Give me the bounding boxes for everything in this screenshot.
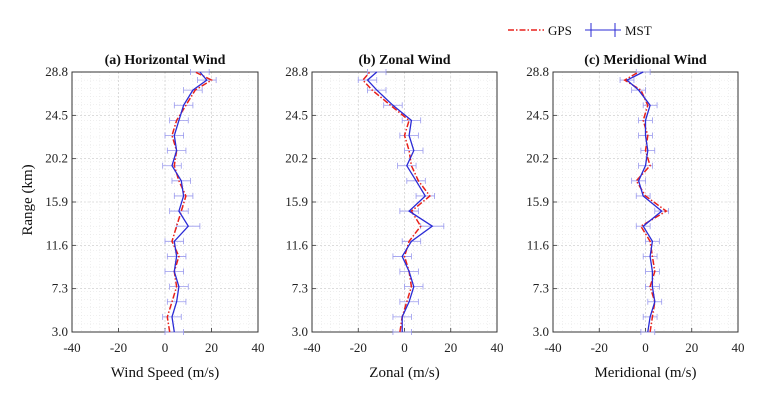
panel-1: 3.0 7.3 11.6 15.9 20.2 24.5 28.8 -40 -20 0 20 40 (a)…	[45, 53, 264, 381]
panel-title: (a) Horizontal Wind	[105, 53, 226, 68]
x-tick-label: 40	[252, 340, 265, 355]
legend-gps-label: GPS	[548, 23, 572, 38]
y-tick-label: 3.0	[292, 324, 308, 339]
panel-3: 3.0 7.3 11.6 15.9 20.2 24.5 28.8 -40 -20 0 20 40 (c)…	[526, 53, 744, 381]
y-tick-label: 24.5	[45, 107, 68, 122]
gps-series-line	[623, 71, 668, 333]
y-tick-label: 20.2	[526, 151, 549, 166]
legend: GPS MST	[508, 23, 652, 38]
x-axis-label: Zonal (m/s)	[369, 365, 439, 381]
y-tick-label: 3.0	[533, 324, 549, 339]
panel-2: 3.0 7.3 11.6 15.9 20.2 24.5 28.8 -40 -20 0 20 40 (b)…	[285, 53, 503, 381]
y-axis-label: Range (km)	[20, 164, 36, 235]
y-tick-label: 15.9	[285, 194, 308, 209]
x-tick-label: 0	[642, 340, 649, 355]
y-tick-label: 15.9	[45, 194, 68, 209]
x-tick-label: 40	[732, 340, 745, 355]
x-tick-label: -40	[303, 340, 320, 355]
x-tick-label: -20	[350, 340, 367, 355]
x-tick-label: 40	[491, 340, 504, 355]
x-tick-label: 20	[205, 340, 218, 355]
y-tick-label: 28.8	[285, 64, 308, 79]
panel-title: (c) Meridional Wind	[584, 53, 707, 68]
y-tick-label: 28.8	[45, 64, 68, 79]
y-tick-label: 20.2	[45, 151, 68, 166]
y-tick-label: 28.8	[526, 64, 549, 79]
x-axis-label: Wind Speed (m/s)	[111, 365, 220, 381]
gps-series-line	[166, 71, 214, 333]
y-tick-label: 20.2	[285, 151, 308, 166]
gps-series-line	[361, 71, 431, 333]
y-tick-label: 15.9	[526, 194, 549, 209]
y-tick-label: 3.0	[52, 324, 68, 339]
mst-series-line	[366, 71, 434, 332]
y-tick-label: 24.5	[285, 107, 308, 122]
y-tick-label: 11.6	[527, 237, 550, 252]
x-tick-label: -20	[110, 340, 127, 355]
panel-title: (b) Zonal Wind	[358, 53, 450, 68]
y-tick-label: 24.5	[526, 107, 549, 122]
x-tick-label: -40	[63, 340, 80, 355]
y-tick-label: 11.6	[46, 237, 69, 252]
x-tick-label: -40	[544, 340, 561, 355]
x-tick-label: 0	[162, 340, 169, 355]
legend-mst-label: MST	[625, 23, 652, 38]
x-tick-label: 20	[444, 340, 457, 355]
x-tick-label: 20	[685, 340, 698, 355]
mst-series-line	[625, 71, 663, 333]
y-tick-label: 7.3	[52, 281, 68, 296]
mst-series-line	[171, 71, 208, 333]
x-axis-label: Meridional (m/s)	[594, 365, 696, 381]
x-tick-label: -20	[591, 340, 608, 355]
y-tick-label: 7.3	[292, 281, 308, 296]
x-tick-label: 0	[401, 340, 408, 355]
y-tick-label: 11.6	[286, 237, 309, 252]
y-tick-label: 7.3	[533, 281, 549, 296]
